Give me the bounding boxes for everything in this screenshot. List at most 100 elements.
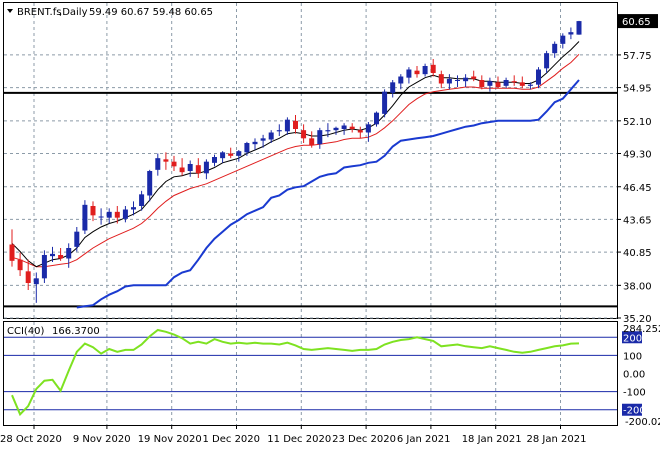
cci-title: CCI(40) [7,326,45,337]
dropdown-triangle-icon[interactable] [7,9,13,13]
candle-body [260,138,266,141]
candle-body [430,64,436,73]
ma-blue-line [76,79,580,309]
candle-body [357,130,363,133]
candle-body [576,21,582,35]
time-tick-label: 18 Jan 2021 [462,434,522,445]
last-price-label: 60.65 [622,17,651,28]
grid-lines [4,3,617,425]
candle-body [122,209,128,219]
time-axis: 28 Oct 2020 9 Nov 2020 19 Nov 2020 1 Dec 20… [0,425,586,445]
candle-body [349,126,355,129]
candle-body [527,84,533,86]
cci-pane[interactable] [3,321,618,426]
cci-axis: 200 100 0.00 -100 -200 284.2522 -200.028 [622,324,660,428]
candle-body [50,253,55,257]
cci-level-label: -100 [623,388,646,399]
cci-header: CCI(40) 166.3700 [7,326,100,337]
candle-body [301,130,307,139]
time-tick-label: 1 Dec 2020 [203,434,261,445]
candle-body [90,206,96,216]
candle-body [155,158,161,170]
candle-body [438,74,444,84]
price-axis: 60.65 57.75 54.95 52.10 49.30 46.45 43.65 40.85… [617,14,658,325]
cci-value: 166.3700 [52,326,100,337]
candle-body [276,130,282,132]
candle-body [560,35,566,44]
candle-body [131,207,136,210]
candle-body [9,244,15,261]
candle-body [511,81,517,83]
price-tick-label: 52.10 [623,117,652,128]
candle-body [33,278,39,285]
candle-body [106,211,112,218]
candle-body [284,119,290,132]
cci-level-label: 0.00 [623,370,645,381]
candle-body [422,66,428,75]
candle-body [25,271,31,283]
candle-body [471,76,477,79]
candle-body [390,82,396,93]
candle-body [139,194,145,206]
candle-body [244,143,250,153]
candle-body [463,77,469,82]
candle-body [212,157,217,163]
candle-body [536,69,541,85]
cci-level-box [622,331,642,344]
candle-body [341,125,347,129]
candle-body [147,171,153,196]
cci-line [11,328,580,417]
candle-body [252,141,258,145]
candle-body [519,82,525,86]
cci-max-label: 284.2522 [623,324,660,335]
time-tick-label: 28 Jan 2021 [527,434,587,445]
candle-body [398,76,404,84]
candle-body [228,153,234,156]
candle-body [552,43,558,54]
price-tick-label: 35.20 [623,314,652,325]
last-price-box [618,14,658,29]
candle-body [203,161,209,174]
time-tick-label: 19 Nov 2020 [138,434,202,445]
candle-body [179,167,185,173]
price-tick-label: 40.85 [623,248,652,259]
candle-body [187,164,193,171]
candle-body [98,216,104,218]
candle-body [317,130,323,145]
time-tick-label: 9 Nov 2020 [73,434,131,445]
candle-body [406,69,412,78]
candle-body [58,255,64,259]
price-tick-label: 57.75 [623,51,652,62]
candle-body [66,248,72,259]
candle-body [293,120,298,129]
price-header: BRENT.fs ,Daily 59.49 60.67 59.48 60.65 [7,7,213,18]
candle-body [41,255,47,279]
candle-body [220,152,226,159]
cci-level-label: 200 [623,333,642,344]
symbol-label: BRENT.fs [17,7,61,18]
candle-body [333,127,339,131]
candle-body [236,151,242,156]
candle-body [455,80,460,81]
candle-body [568,32,574,35]
candle-body [479,80,485,87]
candle-body [82,204,88,231]
candle-body [268,132,274,140]
ohlc-values: 59.49 60.67 59.48 60.65 [89,7,213,18]
candle-body [114,211,120,218]
cci-level-label: 100 [623,351,642,362]
price-pane[interactable] [3,2,618,319]
candle-body [74,231,80,247]
candle-body [495,82,501,87]
cci-level-box [622,403,642,416]
candle-body [374,112,379,125]
candle-body [446,78,452,84]
candle-body [487,81,493,86]
time-tick-label: 11 Dec 2020 [267,434,331,445]
horizontal-levels [4,91,617,308]
candle-body [382,91,388,114]
candle-body [195,165,201,174]
ma-red-line [11,53,580,268]
candle-body [163,159,169,162]
